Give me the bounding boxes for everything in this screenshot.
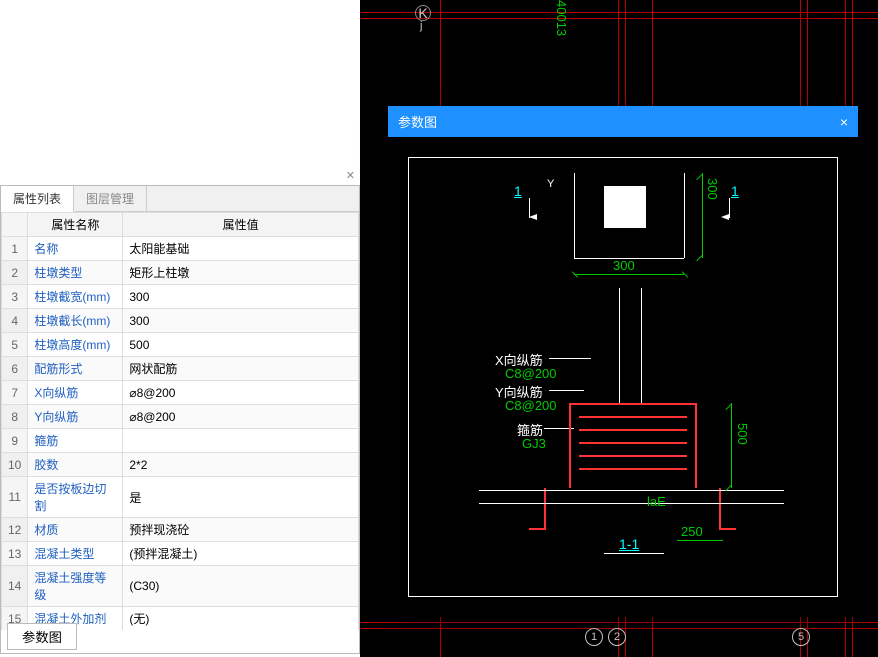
axis-label-k: K (415, 5, 431, 21)
row-idx: 3 (2, 285, 28, 309)
row-value[interactable]: 300 (123, 285, 359, 309)
x-rebar-val: C8@200 (505, 366, 557, 381)
row-idx: 10 (2, 453, 28, 477)
col-val: 属性值 (123, 213, 359, 237)
table-row[interactable]: 13混凝土类型(预拌混凝土) (2, 542, 359, 566)
panel-close-icon[interactable]: ✕ (346, 169, 355, 182)
dim-250: 250 (681, 524, 703, 539)
row-name: 混凝土类型 (28, 542, 123, 566)
table-row[interactable]: 10胶数2*2 (2, 453, 359, 477)
row-idx: 12 (2, 518, 28, 542)
lae-label: laE (647, 494, 666, 509)
hoop-val: GJ3 (522, 436, 546, 451)
section-label: 1-1 (619, 536, 639, 552)
row-idx: 2 (2, 261, 28, 285)
table-row[interactable]: 5柱墩高度(mm)500 (2, 333, 359, 357)
cad-dim-400: 40013 (554, 0, 569, 36)
row-idx: 5 (2, 333, 28, 357)
row-name: 胶数 (28, 453, 123, 477)
modal-header[interactable]: 参数图 × (388, 106, 858, 137)
row-idx: 6 (2, 357, 28, 381)
row-name: 柱墩类型 (28, 261, 123, 285)
cad-marker-1: 1 (585, 628, 603, 646)
table-row[interactable]: 2柱墩类型矩形上柱墩 (2, 261, 359, 285)
row-name: X向纵筋 (28, 381, 123, 405)
plan-dim-h: 300 (705, 178, 720, 200)
row-name: 配筋形式 (28, 357, 123, 381)
modal-body: 1 1 Y 300 300 X向纵筋 C8@200 Y向纵筋 C8@200 箍筋… (388, 137, 858, 617)
y-rebar-val: C8@200 (505, 398, 557, 413)
section-mark-l: 1 (514, 183, 522, 199)
table-row[interactable]: 12材质预拌现浇砼 (2, 518, 359, 542)
row-value[interactable] (123, 429, 359, 453)
row-idx: 13 (2, 542, 28, 566)
table-row[interactable]: 4柱墩截长(mm)300 (2, 309, 359, 333)
axis-label-j: j (420, 20, 422, 32)
upper-white-panel (0, 0, 360, 185)
plan-box (604, 186, 646, 228)
property-panel: ✕ 属性列表 图层管理 属性名称 属性值 1名称太阳能基础2柱墩类型矩形上柱墩3… (0, 185, 360, 654)
row-idx: 7 (2, 381, 28, 405)
row-name: 柱墩截宽(mm) (28, 285, 123, 309)
param-diagram-modal: 参数图 × 1 1 Y 300 300 (388, 106, 858, 617)
row-idx: 14 (2, 566, 28, 607)
row-value[interactable]: 2*2 (123, 453, 359, 477)
row-value[interactable]: (C30) (123, 566, 359, 607)
modal-close-icon[interactable]: × (840, 114, 848, 130)
row-value[interactable]: 是 (123, 477, 359, 518)
property-table: 属性名称 属性值 1名称太阳能基础2柱墩类型矩形上柱墩3柱墩截宽(mm)3004… (1, 212, 359, 630)
table-row[interactable]: 11是否按板边切割是 (2, 477, 359, 518)
row-value[interactable]: 矩形上柱墩 (123, 261, 359, 285)
row-idx: 9 (2, 429, 28, 453)
row-value[interactable]: 预拌现浇砼 (123, 518, 359, 542)
row-value[interactable]: 300 (123, 309, 359, 333)
plan-dim-w: 300 (613, 258, 635, 273)
tab-properties[interactable]: 属性列表 (1, 186, 74, 212)
row-name: Y向纵筋 (28, 405, 123, 429)
row-idx: 11 (2, 477, 28, 518)
table-row[interactable]: 3柱墩截宽(mm)300 (2, 285, 359, 309)
row-name: 柱墩高度(mm) (28, 333, 123, 357)
table-row[interactable]: 1名称太阳能基础 (2, 237, 359, 261)
cad-marker-2: 2 (608, 628, 626, 646)
modal-title: 参数图 (398, 112, 437, 131)
row-idx: 8 (2, 405, 28, 429)
col-idx (2, 213, 28, 237)
row-value[interactable]: ⌀8@200 (123, 381, 359, 405)
row-value[interactable]: ⌀8@200 (123, 405, 359, 429)
row-name: 柱墩截长(mm) (28, 309, 123, 333)
param-diagram-button[interactable]: 参数图 (7, 623, 77, 650)
tab-bar: 属性列表 图层管理 (1, 186, 359, 212)
table-row[interactable]: 7X向纵筋⌀8@200 (2, 381, 359, 405)
table-row[interactable]: 14混凝土强度等级(C30) (2, 566, 359, 607)
row-value[interactable]: 网状配筋 (123, 357, 359, 381)
row-name: 箍筋 (28, 429, 123, 453)
row-value[interactable]: (无) (123, 607, 359, 631)
row-value[interactable]: (预拌混凝土) (123, 542, 359, 566)
row-value[interactable]: 太阳能基础 (123, 237, 359, 261)
row-name: 名称 (28, 237, 123, 261)
table-row[interactable]: 9箍筋 (2, 429, 359, 453)
row-name: 材质 (28, 518, 123, 542)
table-row[interactable]: 6配筋形式网状配筋 (2, 357, 359, 381)
y-axis-label: Y (547, 178, 554, 190)
cad-marker-5: 5 (792, 628, 810, 646)
col-name: 属性名称 (28, 213, 123, 237)
diagram-canvas: 1 1 Y 300 300 X向纵筋 C8@200 Y向纵筋 C8@200 箍筋… (408, 157, 838, 597)
row-idx: 1 (2, 237, 28, 261)
table-row[interactable]: 8Y向纵筋⌀8@200 (2, 405, 359, 429)
row-idx: 4 (2, 309, 28, 333)
property-table-scroll[interactable]: 属性名称 属性值 1名称太阳能基础2柱墩类型矩形上柱墩3柱墩截宽(mm)3004… (1, 212, 359, 630)
tab-layers[interactable]: 图层管理 (74, 186, 147, 211)
row-name: 是否按板边切割 (28, 477, 123, 518)
row-name: 混凝土强度等级 (28, 566, 123, 607)
section-mark-r: 1 (731, 183, 739, 199)
elev-dim-h: 500 (735, 423, 750, 445)
row-value[interactable]: 500 (123, 333, 359, 357)
